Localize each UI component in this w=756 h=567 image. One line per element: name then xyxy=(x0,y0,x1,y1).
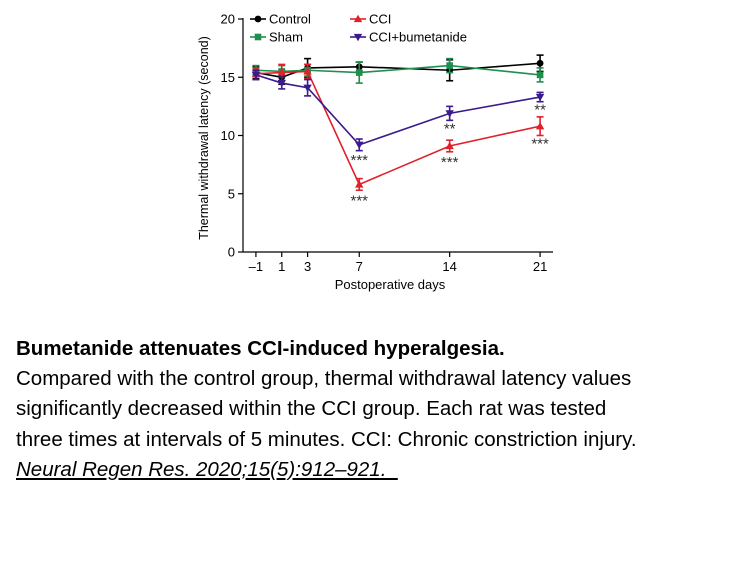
chart-series xyxy=(251,54,545,192)
citation-link[interactable]: Neural Regen Res. 2020;15(5):912–921. xyxy=(16,457,398,481)
caption-line: Compared with the control group, thermal… xyxy=(16,367,632,391)
legend-label: Control xyxy=(269,12,311,27)
data-point xyxy=(355,141,364,150)
series-line xyxy=(255,64,541,76)
significance-marker: *** xyxy=(350,152,368,169)
legend-label: Sham xyxy=(269,30,303,45)
series-line xyxy=(255,62,541,79)
data-point xyxy=(536,71,544,79)
legend-entry: CCI+bumetanide xyxy=(350,30,467,45)
significance-annotations: **************** xyxy=(350,102,549,210)
legend-marker xyxy=(254,15,262,23)
legend-marker xyxy=(353,14,363,23)
x-tick-label: 14 xyxy=(442,259,456,274)
series-sham xyxy=(252,57,544,84)
x-tick-label: 3 xyxy=(304,259,311,274)
legend-entry: Sham xyxy=(250,30,303,45)
data-point xyxy=(251,71,261,80)
y-tick-label: 0 xyxy=(228,245,235,260)
data-point xyxy=(355,69,363,76)
series-line xyxy=(255,70,541,186)
figure-caption: Bumetanide attenuates CCI-induced hypera… xyxy=(16,334,751,485)
legend-marker xyxy=(353,33,363,42)
chart-axes: 0 5 10 15 20 –1 1 3 7 14 21 xyxy=(221,12,553,274)
significance-marker: *** xyxy=(350,193,368,210)
x-axis-label: Postoperative days xyxy=(335,277,446,292)
y-tick-label: 20 xyxy=(221,12,235,27)
y-axis-label: Thermal withdrawal latency (second) xyxy=(197,36,211,240)
legend-label: CCI xyxy=(369,12,391,27)
data-point xyxy=(303,84,312,92)
caption-title: Bumetanide attenuates CCI-induced hypera… xyxy=(16,337,505,360)
legend-marker xyxy=(254,33,262,41)
data-point xyxy=(277,68,286,76)
significance-marker: *** xyxy=(531,135,549,152)
legend-entry: Control xyxy=(250,12,311,27)
data-point xyxy=(303,67,312,75)
data-point xyxy=(535,121,545,130)
x-tick-label: 1 xyxy=(278,259,285,274)
x-tick-label: 21 xyxy=(533,259,547,274)
caption-line: three times at intervals of 5 minutes. C… xyxy=(16,427,637,451)
data-point xyxy=(445,110,454,118)
data-point xyxy=(536,59,544,67)
legend-entry: CCI xyxy=(350,12,391,27)
series-line xyxy=(255,74,541,146)
y-tick-label: 10 xyxy=(221,128,235,143)
x-tick-label: 7 xyxy=(356,259,363,274)
chart-legend: Control CCI Sham CCI+bumetanide xyxy=(250,12,467,45)
data-point xyxy=(277,79,286,88)
caption-line: significantly decreased within the CCI g… xyxy=(16,397,607,421)
data-point xyxy=(535,93,545,102)
series-cci-bumetanide xyxy=(251,69,545,152)
y-tick-label: 15 xyxy=(221,70,235,85)
data-point xyxy=(355,180,364,188)
series-cci xyxy=(251,63,545,192)
significance-marker: ** xyxy=(534,102,546,119)
x-tick-label: –1 xyxy=(249,259,263,274)
legend-label: CCI+bumetanide xyxy=(369,30,467,45)
y-tick-label: 5 xyxy=(228,186,235,201)
significance-marker: *** xyxy=(441,154,459,171)
data-point xyxy=(445,141,454,150)
data-point xyxy=(446,62,453,69)
significance-marker: ** xyxy=(444,120,456,137)
